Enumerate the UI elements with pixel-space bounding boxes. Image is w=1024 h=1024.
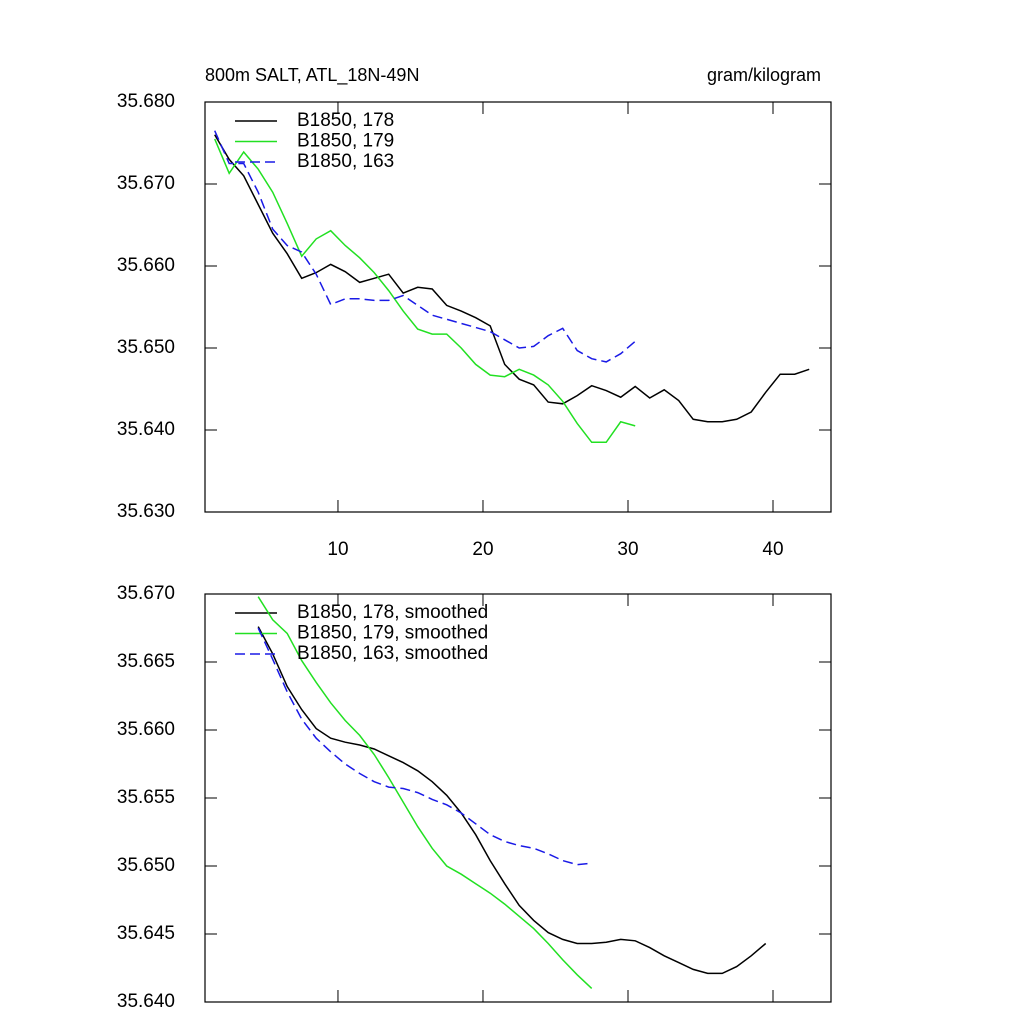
- series-line: [214, 134, 810, 423]
- series-line: [214, 130, 636, 363]
- y-tick-label: 35.645: [117, 923, 175, 944]
- y-tick-label: 35.640: [117, 419, 175, 440]
- y-tick-label: 35.660: [117, 719, 175, 740]
- y-tick-label: 35.650: [117, 337, 175, 358]
- chart-title: 800m SALT, ATL_18N-49N: [205, 65, 419, 86]
- units-label: gram/kilogram: [707, 65, 821, 85]
- plot-frame: [204, 101, 832, 513]
- legend-label: B1850, 179, smoothed: [297, 623, 488, 644]
- legend-label: B1850, 178, smoothed: [297, 602, 488, 623]
- y-tick-label: 35.660: [117, 255, 175, 276]
- y-tick-label: 35.655: [117, 787, 175, 808]
- y-tick-label: 35.665: [117, 651, 175, 672]
- y-tick-label: 35.670: [117, 173, 175, 194]
- series-line: [257, 596, 593, 989]
- x-tick-label: 20: [472, 539, 493, 560]
- x-tick-label: 30: [617, 539, 638, 560]
- y-tick-label: 35.680: [117, 91, 175, 112]
- x-tick-label: 40: [762, 539, 783, 560]
- series-line: [214, 138, 636, 444]
- y-tick-label: 35.670: [117, 583, 175, 604]
- y-tick-label: 35.630: [117, 501, 175, 522]
- y-tick-label: 35.650: [117, 855, 175, 876]
- y-tick-label: 35.640: [117, 991, 175, 1012]
- series-line: [257, 626, 767, 975]
- x-tick-label: 10: [327, 539, 348, 560]
- legend-label: B1850, 163, smoothed: [297, 643, 488, 664]
- legend-label: B1850, 163: [297, 151, 394, 172]
- series-line: [257, 627, 592, 866]
- legend-label: B1850, 179: [297, 131, 394, 152]
- legend-label: B1850, 178: [297, 110, 394, 131]
